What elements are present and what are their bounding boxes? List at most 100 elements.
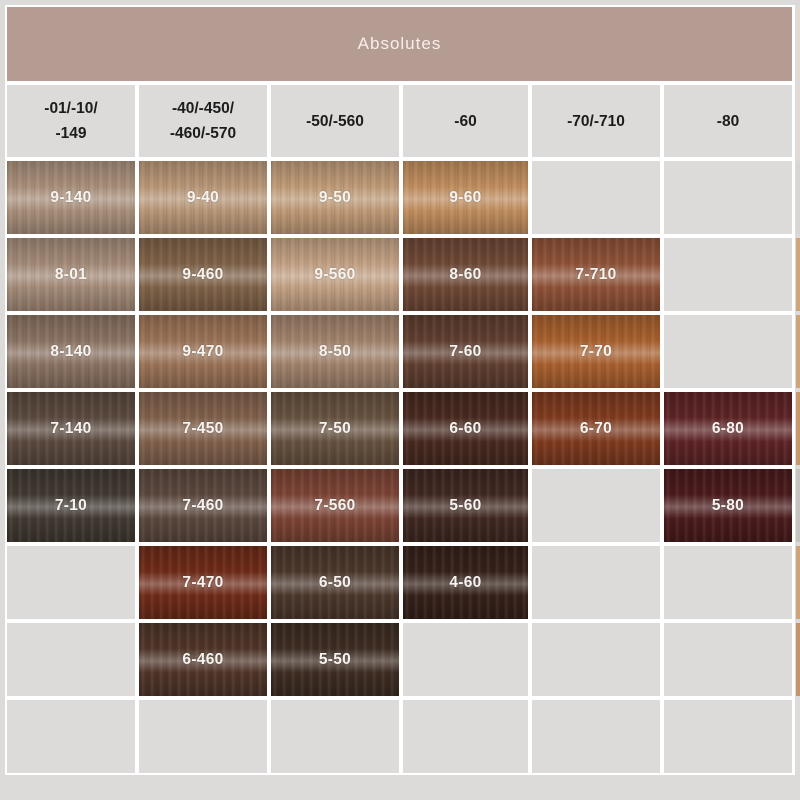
- shade-swatch[interactable]: 9-140: [7, 161, 135, 234]
- shade-swatch[interactable]: 8-01: [7, 238, 135, 311]
- shade-swatch[interactable]: 8-50: [271, 315, 399, 388]
- hair-texture: [7, 161, 135, 234]
- shade-swatch[interactable]: 5-80: [664, 469, 792, 542]
- next-section-edge-cell: [796, 546, 800, 619]
- hair-texture: [271, 546, 399, 619]
- next-section-edge-cell: [796, 623, 800, 696]
- shade-code: 8-01: [54, 265, 88, 283]
- empty-cell: [7, 546, 135, 619]
- shade-swatch[interactable]: 7-460: [139, 469, 267, 542]
- chart-frame: [5, 5, 795, 775]
- shade-swatch[interactable]: 7-710: [532, 238, 660, 311]
- section-banner: Absolutes: [7, 7, 792, 81]
- shade-swatch[interactable]: 6-80: [664, 392, 792, 465]
- hair-texture: [271, 392, 399, 465]
- hair-texture: [403, 546, 528, 619]
- shade-swatch[interactable]: 5-60: [403, 469, 528, 542]
- shade-swatch[interactable]: 9-460: [139, 238, 267, 311]
- empty-cell: [532, 546, 660, 619]
- shade-swatch[interactable]: 5-50: [271, 623, 399, 696]
- empty-cell: [664, 161, 792, 234]
- column-header-line1: -40/-450/: [171, 100, 235, 117]
- shade-code: 7-10: [54, 496, 88, 514]
- hair-texture: [271, 623, 399, 696]
- shade-code: 7-560: [314, 496, 356, 514]
- shade-code: 9-60: [449, 188, 482, 206]
- shade-code: 4-60: [449, 573, 482, 591]
- next-section-edge-cell: [796, 469, 800, 542]
- shade-swatch[interactable]: 4-60: [403, 546, 528, 619]
- shade-swatch[interactable]: 7-10: [7, 469, 135, 542]
- hair-texture: [7, 315, 135, 388]
- hair-texture: [7, 469, 135, 542]
- shade-code: 5-60: [449, 496, 482, 514]
- shade-swatch[interactable]: 9-470: [139, 315, 267, 388]
- column-header-line1: -80: [716, 112, 740, 130]
- column-header: -50/-560: [271, 85, 399, 157]
- hair-texture: [271, 161, 399, 234]
- shade-swatch[interactable]: 6-50: [271, 546, 399, 619]
- column-header-line1: -70/-710: [567, 112, 625, 130]
- shade-code: 7-450: [182, 419, 224, 437]
- hair-texture: [139, 392, 267, 465]
- hair-texture: [532, 392, 660, 465]
- shade-code: 6-70: [579, 419, 613, 437]
- shade-swatch[interactable]: 9-560: [271, 238, 399, 311]
- shade-code: 8-140: [50, 342, 92, 360]
- shade-code: 6-50: [318, 573, 352, 591]
- column-header-label: -80: [717, 109, 739, 134]
- hair-texture: [532, 238, 660, 311]
- shade-code: 7-710: [575, 265, 617, 283]
- column-header: -80: [664, 85, 792, 157]
- empty-cell: [139, 700, 267, 773]
- shade-code: 6-80: [711, 419, 745, 437]
- shade-swatch[interactable]: 9-40: [139, 161, 267, 234]
- column-header: -40/-450/ -460/-570: [139, 85, 267, 157]
- shade-code: 5-50: [318, 650, 352, 668]
- shade-swatch[interactable]: 7-140: [7, 392, 135, 465]
- shade-swatch[interactable]: 9-60: [403, 161, 528, 234]
- shade-swatch[interactable]: 8-140: [7, 315, 135, 388]
- column-header-line2: -460/-570: [169, 125, 237, 142]
- shade-swatch[interactable]: 7-470: [139, 546, 267, 619]
- next-section-edge-cell: [796, 161, 800, 234]
- column-header-line1: -01/-10/: [44, 100, 98, 117]
- empty-cell: [664, 700, 792, 773]
- hair-texture: [664, 469, 792, 542]
- shade-swatch[interactable]: 9-50: [271, 161, 399, 234]
- empty-cell: [7, 700, 135, 773]
- hair-texture: [271, 238, 399, 311]
- shade-code: 7-140: [50, 419, 92, 437]
- next-section-banner-edge: [796, 7, 800, 81]
- shade-code: 9-460: [182, 265, 224, 283]
- shade-swatch[interactable]: 7-450: [139, 392, 267, 465]
- shade-code: 6-60: [449, 419, 482, 437]
- column-header: -60: [403, 85, 528, 157]
- column-header-line2: -149: [55, 125, 87, 142]
- hair-texture: [139, 546, 267, 619]
- empty-cell: [7, 623, 135, 696]
- empty-cell: [664, 238, 792, 311]
- column-header: -70/-710: [532, 85, 660, 157]
- hair-texture: [139, 315, 267, 388]
- hair-texture: [139, 623, 267, 696]
- next-section-edge-cell: [796, 85, 800, 157]
- shade-swatch[interactable]: 7-60: [403, 315, 528, 388]
- shade-swatch[interactable]: 7-50: [271, 392, 399, 465]
- shade-swatch[interactable]: 8-60: [403, 238, 528, 311]
- hair-texture: [7, 392, 135, 465]
- shade-code: 9-470: [182, 342, 224, 360]
- bottom-strip: [0, 777, 800, 800]
- hair-texture: [664, 392, 792, 465]
- empty-cell: [403, 700, 528, 773]
- shade-code: 7-460: [182, 496, 224, 514]
- shade-swatch[interactable]: 6-60: [403, 392, 528, 465]
- shade-swatch[interactable]: 7-560: [271, 469, 399, 542]
- empty-cell: [403, 623, 528, 696]
- shade-code: 7-50: [318, 419, 352, 437]
- shade-swatch[interactable]: 6-70: [532, 392, 660, 465]
- shade-grid: -01/-10/ -149 -40/-450/ -460/-570 -50/-560 -6…: [7, 85, 800, 773]
- column-header-label: -50/-560: [306, 109, 364, 134]
- shade-swatch[interactable]: 6-460: [139, 623, 267, 696]
- shade-swatch[interactable]: 7-70: [532, 315, 660, 388]
